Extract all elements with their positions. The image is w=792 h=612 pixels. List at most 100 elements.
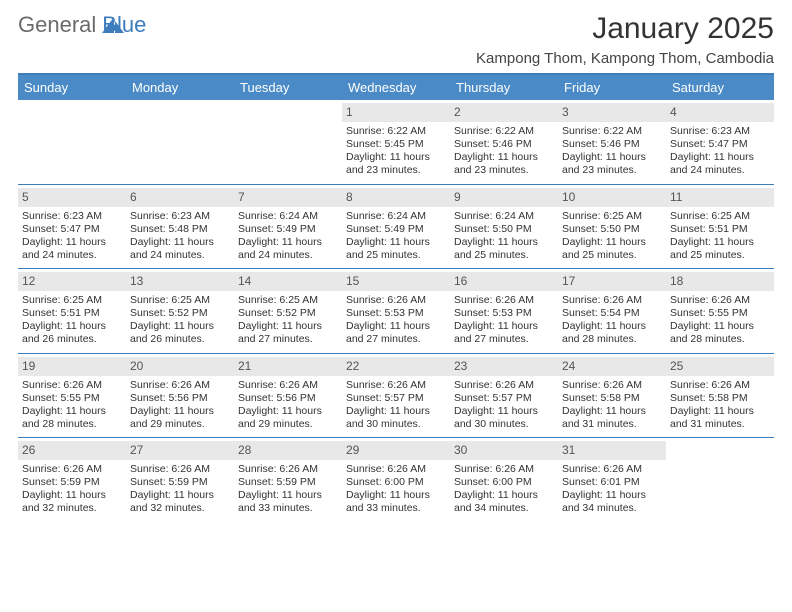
day-number: 4 bbox=[666, 103, 774, 122]
day-details: Sunrise: 6:22 AMSunset: 5:45 PMDaylight:… bbox=[346, 125, 446, 178]
weekday-header: Sunday bbox=[18, 75, 126, 100]
day-number-empty bbox=[234, 103, 342, 122]
calendar-day-cell bbox=[126, 100, 234, 184]
location: Kampong Thom, Kampong Thom, Cambodia bbox=[476, 50, 774, 67]
calendar-day-cell bbox=[18, 100, 126, 184]
day-number: 10 bbox=[558, 188, 666, 207]
calendar-day-cell bbox=[234, 100, 342, 184]
day-details: Sunrise: 6:26 AMSunset: 6:00 PMDaylight:… bbox=[454, 463, 554, 516]
calendar-day-cell: 27 Sunrise: 6:26 AMSunset: 5:59 PMDayligh… bbox=[126, 438, 234, 522]
day-number: 1 bbox=[342, 103, 450, 122]
calendar-day-cell: 4 Sunrise: 6:23 AMSunset: 5:47 PMDaylight… bbox=[666, 100, 774, 184]
day-number: 28 bbox=[234, 441, 342, 460]
weekday-header: Thursday bbox=[450, 75, 558, 100]
calendar-day-cell: 15 Sunrise: 6:26 AMSunset: 5:53 PMDayligh… bbox=[342, 269, 450, 354]
calendar-day-cell: 24 Sunrise: 6:26 AMSunset: 5:58 PMDayligh… bbox=[558, 353, 666, 438]
title-block: January 2025 Kampong Thom, Kampong Thom,… bbox=[476, 12, 774, 67]
day-number: 14 bbox=[234, 272, 342, 291]
day-number: 5 bbox=[18, 188, 126, 207]
calendar-day-cell: 23 Sunrise: 6:26 AMSunset: 5:57 PMDayligh… bbox=[450, 353, 558, 438]
calendar-day-cell bbox=[666, 438, 774, 522]
logo-text-general: General bbox=[18, 12, 96, 38]
day-number-empty bbox=[126, 103, 234, 122]
calendar-day-cell: 17 Sunrise: 6:26 AMSunset: 5:54 PMDayligh… bbox=[558, 269, 666, 354]
day-details: Sunrise: 6:26 AMSunset: 5:59 PMDaylight:… bbox=[22, 463, 122, 516]
weekday-header: Monday bbox=[126, 75, 234, 100]
day-number-empty bbox=[666, 441, 774, 460]
day-details: Sunrise: 6:26 AMSunset: 6:00 PMDaylight:… bbox=[346, 463, 446, 516]
calendar-day-cell: 5 Sunrise: 6:23 AMSunset: 5:47 PMDaylight… bbox=[18, 184, 126, 269]
calendar-day-cell: 1 Sunrise: 6:22 AMSunset: 5:45 PMDaylight… bbox=[342, 100, 450, 184]
day-details: Sunrise: 6:23 AMSunset: 5:47 PMDaylight:… bbox=[22, 210, 122, 263]
day-number: 16 bbox=[450, 272, 558, 291]
day-details: Sunrise: 6:25 AMSunset: 5:52 PMDaylight:… bbox=[238, 294, 338, 347]
day-number: 22 bbox=[342, 357, 450, 376]
day-number: 24 bbox=[558, 357, 666, 376]
calendar-day-cell: 30 Sunrise: 6:26 AMSunset: 6:00 PMDayligh… bbox=[450, 438, 558, 522]
calendar-day-cell: 8Sunrise: 6:24 AMSunset: 5:49 PMDaylight… bbox=[342, 184, 450, 269]
calendar-week-row: 5 Sunrise: 6:23 AMSunset: 5:47 PMDaylight… bbox=[18, 184, 774, 269]
day-number: 29 bbox=[342, 441, 450, 460]
day-number: 25 bbox=[666, 357, 774, 376]
day-details: Sunrise: 6:26 AMSunset: 5:57 PMDaylight:… bbox=[454, 379, 554, 432]
calendar-week-row: 26Sunrise: 6:26 AMSunset: 5:59 PMDayligh… bbox=[18, 438, 774, 522]
weekday-header: Friday bbox=[558, 75, 666, 100]
day-number: 31 bbox=[558, 441, 666, 460]
calendar-day-cell: 18 Sunrise: 6:26 AMSunset: 5:55 PMDayligh… bbox=[666, 269, 774, 354]
calendar-table: SundayMondayTuesdayWednesdayThursdayFrid… bbox=[18, 75, 774, 522]
weekday-header: Wednesday bbox=[342, 75, 450, 100]
header: General Blue January 2025 Kampong Thom, … bbox=[18, 12, 774, 67]
day-details: Sunrise: 6:26 AMSunset: 5:57 PMDaylight:… bbox=[346, 379, 446, 432]
calendar-day-cell: 12Sunrise: 6:25 AMSunset: 5:51 PMDayligh… bbox=[18, 269, 126, 354]
calendar-day-cell: 2Sunrise: 6:22 AMSunset: 5:46 PMDaylight… bbox=[450, 100, 558, 184]
day-details: Sunrise: 6:26 AMSunset: 5:56 PMDaylight:… bbox=[130, 379, 230, 432]
day-details: Sunrise: 6:24 AMSunset: 5:50 PMDaylight:… bbox=[454, 210, 554, 263]
calendar-week-row: 12Sunrise: 6:25 AMSunset: 5:51 PMDayligh… bbox=[18, 269, 774, 354]
calendar-day-cell: 16 Sunrise: 6:26 AMSunset: 5:53 PMDayligh… bbox=[450, 269, 558, 354]
calendar-day-cell: 14 Sunrise: 6:25 AMSunset: 5:52 PMDayligh… bbox=[234, 269, 342, 354]
day-details: Sunrise: 6:22 AMSunset: 5:46 PMDaylight:… bbox=[454, 125, 554, 178]
day-number: 26 bbox=[18, 441, 126, 460]
day-number: 17 bbox=[558, 272, 666, 291]
day-number: 19 bbox=[18, 357, 126, 376]
calendar-day-cell: 11Sunrise: 6:25 AMSunset: 5:51 PMDayligh… bbox=[666, 184, 774, 269]
day-details: Sunrise: 6:26 AMSunset: 5:58 PMDaylight:… bbox=[562, 379, 662, 432]
calendar-week-row: 19Sunrise: 6:26 AMSunset: 5:55 PMDayligh… bbox=[18, 353, 774, 438]
month-title: January 2025 bbox=[476, 12, 774, 46]
day-details: Sunrise: 6:26 AMSunset: 5:59 PMDaylight:… bbox=[130, 463, 230, 516]
day-details: Sunrise: 6:26 AMSunset: 6:01 PMDaylight:… bbox=[562, 463, 662, 516]
calendar-day-cell: 20Sunrise: 6:26 AMSunset: 5:56 PMDayligh… bbox=[126, 353, 234, 438]
day-number: 3 bbox=[558, 103, 666, 122]
day-details: Sunrise: 6:26 AMSunset: 5:59 PMDaylight:… bbox=[238, 463, 338, 516]
day-details: Sunrise: 6:26 AMSunset: 5:54 PMDaylight:… bbox=[562, 294, 662, 347]
calendar-week-row: 1 Sunrise: 6:22 AMSunset: 5:45 PMDaylight… bbox=[18, 100, 774, 184]
calendar-day-cell: 21Sunrise: 6:26 AMSunset: 5:56 PMDayligh… bbox=[234, 353, 342, 438]
calendar-day-cell: 29 Sunrise: 6:26 AMSunset: 6:00 PMDayligh… bbox=[342, 438, 450, 522]
day-number: 21 bbox=[234, 357, 342, 376]
calendar-page: General Blue January 2025 Kampong Thom, … bbox=[0, 0, 792, 530]
day-details: Sunrise: 6:25 AMSunset: 5:50 PMDaylight:… bbox=[562, 210, 662, 263]
day-number: 27 bbox=[126, 441, 234, 460]
day-details: Sunrise: 6:26 AMSunset: 5:53 PMDaylight:… bbox=[346, 294, 446, 347]
day-number: 13 bbox=[126, 272, 234, 291]
day-details: Sunrise: 6:26 AMSunset: 5:53 PMDaylight:… bbox=[454, 294, 554, 347]
day-details: Sunrise: 6:25 AMSunset: 5:51 PMDaylight:… bbox=[22, 294, 122, 347]
day-number-empty bbox=[18, 103, 126, 122]
day-number: 7 bbox=[234, 188, 342, 207]
day-details: Sunrise: 6:23 AMSunset: 5:48 PMDaylight:… bbox=[130, 210, 230, 263]
calendar-day-cell: 13Sunrise: 6:25 AMSunset: 5:52 PMDayligh… bbox=[126, 269, 234, 354]
day-number: 15 bbox=[342, 272, 450, 291]
day-number: 23 bbox=[450, 357, 558, 376]
day-number: 6 bbox=[126, 188, 234, 207]
day-details: Sunrise: 6:26 AMSunset: 5:55 PMDaylight:… bbox=[670, 294, 770, 347]
day-details: Sunrise: 6:24 AMSunset: 5:49 PMDaylight:… bbox=[238, 210, 338, 263]
calendar-day-cell: 22 Sunrise: 6:26 AMSunset: 5:57 PMDayligh… bbox=[342, 353, 450, 438]
calendar-weekday-header: SundayMondayTuesdayWednesdayThursdayFrid… bbox=[18, 75, 774, 100]
calendar-day-cell: 9 Sunrise: 6:24 AMSunset: 5:50 PMDaylight… bbox=[450, 184, 558, 269]
day-number: 9 bbox=[450, 188, 558, 207]
day-details: Sunrise: 6:23 AMSunset: 5:47 PMDaylight:… bbox=[670, 125, 770, 178]
day-number: 18 bbox=[666, 272, 774, 291]
day-details: Sunrise: 6:26 AMSunset: 5:58 PMDaylight:… bbox=[670, 379, 770, 432]
calendar-day-cell: 19Sunrise: 6:26 AMSunset: 5:55 PMDayligh… bbox=[18, 353, 126, 438]
day-number: 30 bbox=[450, 441, 558, 460]
